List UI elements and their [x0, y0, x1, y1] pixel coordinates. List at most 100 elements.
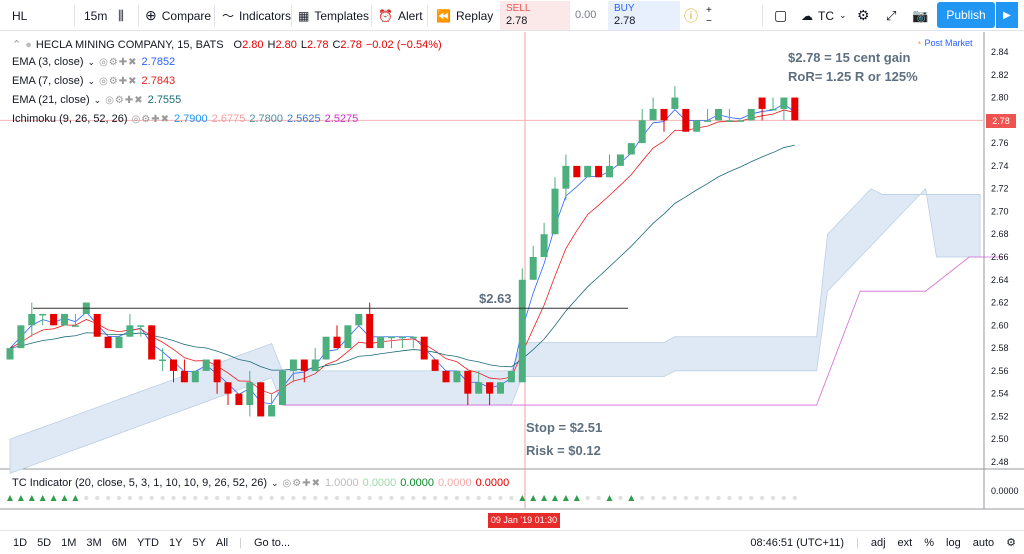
candle-body [279, 370, 286, 406]
clock-icon: ◔ [916, 38, 922, 48]
range-button-1y[interactable]: 1Y [168, 536, 183, 549]
tc-dot [302, 495, 307, 501]
replay-button[interactable]: ⏪ Replay [436, 0, 493, 31]
chart-type-button[interactable]: ⫼ [118, 0, 124, 31]
publish-arrow-icon[interactable]: ▶ [996, 2, 1018, 28]
candle-body [780, 97, 788, 109]
chevron-down-icon[interactable]: ⌄ [87, 75, 96, 86]
tc-dot [498, 495, 503, 501]
candle-body [71, 325, 79, 327]
tc-axis-tick-label: 0.0000 [991, 486, 1019, 496]
tc-dot [738, 495, 743, 501]
range-button-1d[interactable]: 1D [13, 536, 28, 549]
range-button-5d[interactable]: 5D [37, 536, 52, 549]
range-button-ytd[interactable]: YTD [136, 536, 159, 549]
templates-icon: ▦ [298, 8, 310, 23]
range-button-1m[interactable]: 1M [61, 536, 77, 549]
info-icon[interactable]: ⓘ [684, 7, 698, 24]
alert-button[interactable]: ⏰ Alert [378, 0, 423, 31]
legend-controls-icon[interactable]: ◎⚙✚✖ [282, 477, 321, 489]
ichimoku-v5: 2.5275 [324, 113, 359, 125]
tc-dot [716, 495, 721, 501]
layout-name-button[interactable]: ☁ TC ⌄ [801, 0, 847, 31]
auto-toggle[interactable]: auto [972, 536, 995, 549]
templates-button[interactable]: ▦ Templates [298, 0, 369, 31]
minus-icon[interactable]: − [706, 15, 712, 27]
symbol-name: HECLA MINING COMPANY, 15, BATS [35, 38, 224, 51]
price-tick-label: 2.60 [991, 320, 1009, 330]
legend-controls-icon[interactable]: ◎⚙✚✖ [99, 56, 138, 68]
chevron-down-icon: ⌄ [839, 10, 847, 20]
candle-body [660, 108, 668, 121]
tc-up-arrow [7, 495, 13, 501]
chevron-down-icon[interactable]: ⌄ [270, 477, 279, 488]
candle-body [398, 336, 406, 339]
log-toggle[interactable]: log [946, 536, 961, 549]
candle-body [6, 348, 14, 360]
fullscreen-icon[interactable]: ⤢ [886, 7, 897, 23]
indicators-label: Indicators [239, 8, 292, 23]
tc-v1: 1.0000 [324, 477, 359, 489]
plus-icon[interactable]: + [706, 4, 712, 16]
indicators-button[interactable]: 〜 Indicators [222, 0, 291, 31]
tc-up-arrow [606, 495, 613, 501]
settings-gear-icon[interactable]: ⚙ [1006, 537, 1016, 549]
tc-up-arrow [562, 495, 569, 501]
range-button-3m[interactable]: 3M [86, 536, 102, 549]
candle-body [355, 313, 363, 326]
ichimoku-label: Ichimoku (9, 26, 52, 26) [12, 113, 128, 125]
candle-body [693, 120, 701, 132]
sell-button[interactable]: SELL 2.78 [500, 1, 570, 30]
candle-body [649, 108, 657, 121]
candle-body [137, 325, 145, 327]
tc-dot [422, 495, 427, 501]
symbol-search[interactable]: HL [12, 0, 27, 31]
buy-button[interactable]: BUY 2.78 [608, 1, 680, 30]
candle-body [573, 165, 581, 178]
candle-body [322, 336, 330, 360]
legend-controls-icon[interactable]: ◎⚙✚✖ [105, 94, 144, 106]
ext-toggle[interactable]: ext [897, 536, 913, 549]
spread-value: 0.00 [575, 9, 597, 21]
ema21-label: EMA (21, close) [12, 94, 90, 106]
candle-body [747, 108, 755, 121]
range-button-all[interactable]: All [215, 536, 229, 549]
tc-dot [727, 495, 732, 501]
candle-body [551, 188, 559, 235]
goto-button[interactable]: Go to... [254, 536, 291, 549]
tc-v2: 0.0000 [362, 477, 397, 489]
candle-body [769, 108, 777, 111]
plus-minus-buttons[interactable]: + − [706, 0, 712, 31]
legend-controls-icon[interactable]: ◎⚙✚✖ [131, 113, 171, 125]
compare-button[interactable]: ⊕ Compare [145, 0, 211, 31]
top-toolbar: HL 15m ⫼ ⊕ Compare 〜 Indicators ▦ Templates… [0, 0, 1024, 31]
layout-square-icon[interactable]: ▢ [774, 7, 788, 23]
interval-button[interactable]: 15m [84, 0, 107, 31]
post-market-indicator[interactable]: ◔ Post Market [916, 38, 972, 48]
tc-dot [781, 495, 787, 501]
chevron-down-icon[interactable]: ⌄ [93, 94, 102, 105]
camera-icon[interactable]: 📷 [912, 7, 929, 23]
candle-body [257, 382, 265, 417]
tc-v5: 0.0000 [475, 477, 510, 489]
range-button-6m[interactable]: 6M [111, 536, 127, 549]
chart-area[interactable]: 2.84 2.82 2.80 2.78 2.76 2.74 2.72 2.70 2.68 2.66… [0, 32, 1024, 510]
tc-dot [672, 495, 678, 501]
candle-body [475, 382, 483, 394]
legend-controls-icon[interactable]: ◎⚙✚✖ [99, 75, 138, 87]
collapse-icon[interactable]: ⌃ [12, 39, 22, 51]
chart-canvas[interactable]: 2.84 2.82 2.80 2.78 2.76 2.74 2.72 2.70 2.68 2.66… [0, 32, 1024, 510]
tc-dot [454, 495, 460, 501]
tc-dot [84, 495, 89, 501]
tc-dot [258, 495, 263, 501]
publish-button[interactable]: Publish [937, 2, 995, 28]
chevron-down-icon[interactable]: ⌄ [87, 56, 96, 67]
adj-toggle[interactable]: adj [870, 536, 886, 549]
range-button-5y[interactable]: 5Y [192, 536, 206, 549]
tc-dot [465, 495, 470, 501]
settings-gear-icon[interactable]: ⚙ [857, 7, 870, 23]
ichimoku-v4: 2.5625 [286, 113, 321, 125]
close-value: 2.78 [340, 38, 362, 51]
percent-toggle[interactable]: % [924, 536, 935, 549]
tc-dot [694, 495, 699, 501]
